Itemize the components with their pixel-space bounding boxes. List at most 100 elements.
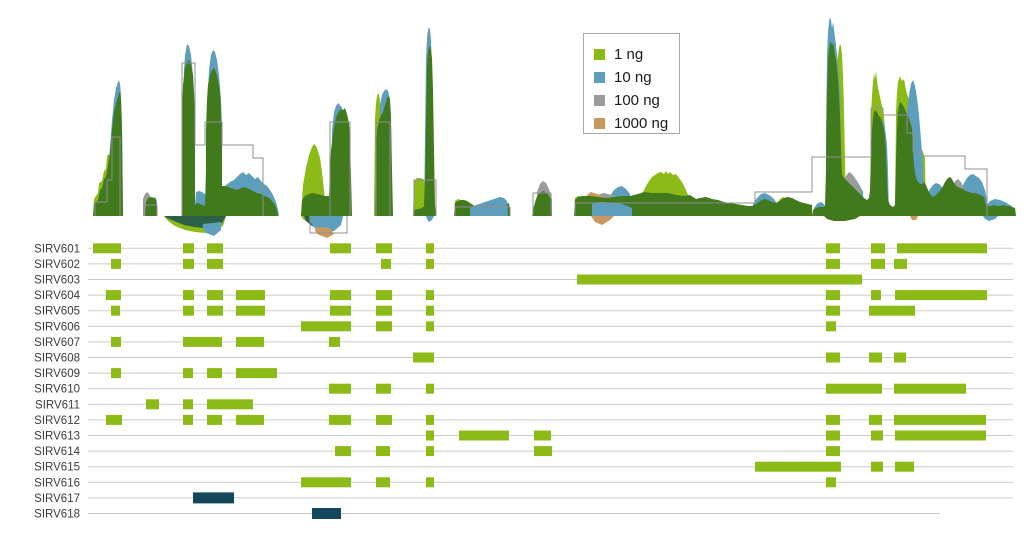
exon-sirv614: [335, 446, 351, 457]
legend-label-100ng: 100 ng: [614, 92, 660, 109]
exon-sirv614: [376, 446, 390, 457]
exon-sirv604: [826, 290, 840, 301]
exon-sirv606: [376, 321, 392, 332]
coverage-area-overlap: [413, 46, 436, 216]
exon-sirv605: [869, 305, 915, 316]
exon-sirv612: [826, 414, 840, 425]
annotation-union-outline: [309, 216, 348, 234]
exon-sirv601: [376, 243, 392, 254]
coverage-area-overlap: [145, 197, 157, 216]
legend-label-1ng: 1 ng: [614, 46, 644, 63]
transcript-label-sirv607: SIRV607: [34, 337, 80, 349]
exon-sirv612: [106, 414, 122, 425]
legend-item-100ng: 100 ng: [594, 89, 679, 112]
exon-sirv604: [106, 290, 121, 301]
coverage-area-1-ng: [413, 178, 426, 216]
exon-sirv612: [869, 414, 882, 425]
annotation-union-outline: [143, 204, 158, 216]
exon-sirv610: [426, 383, 434, 394]
exon-sirv615: [755, 461, 841, 472]
legend-label-10ng: 10 ng: [614, 69, 652, 86]
below-baseline-coverage-10-ng: [203, 222, 221, 236]
exon-sirv604: [207, 290, 223, 301]
exon-sirv601: [207, 243, 223, 254]
exon-sirv610: [894, 383, 966, 394]
annotation-union-outline: [413, 179, 437, 216]
exon-sirv614: [826, 446, 840, 457]
exon-sirv611: [207, 399, 253, 410]
exon-sirv614: [534, 446, 552, 457]
exon-sirv608: [413, 352, 434, 363]
below-baseline-coverage-1000-ng: [910, 216, 918, 220]
exon-sirv615: [871, 461, 883, 472]
transcript-label-sirv609: SIRV609: [34, 368, 80, 380]
below-baseline-coverage-10-ng: [426, 216, 434, 222]
exon-sirv602: [183, 258, 194, 269]
exon-sirv615: [895, 461, 914, 472]
exon-sirv602: [826, 258, 840, 269]
transcript-label-sirv606: SIRV606: [34, 321, 80, 333]
exon-sirv609: [183, 368, 193, 379]
exon-sirv603: [577, 274, 862, 285]
exon-sirv613: [895, 430, 986, 441]
exon-sirv605: [236, 305, 265, 316]
legend-item-1000ng: 1000 ng: [594, 112, 679, 135]
exon-sirv612: [426, 414, 434, 425]
exon-sirv612: [329, 414, 351, 425]
exon-sirv608: [826, 352, 840, 363]
exon-sirv609: [207, 368, 222, 379]
exon-sirv608: [869, 352, 882, 363]
exon-sirv607: [111, 336, 121, 347]
coverage-area-overlap: [182, 60, 278, 216]
exon-sirv602: [381, 258, 391, 269]
exon-sirv613: [826, 430, 840, 441]
exon-sirv604: [426, 290, 434, 301]
exon-sirv605: [376, 305, 392, 316]
annotation-union-outline: [454, 206, 511, 216]
exon-sirv601: [330, 243, 351, 254]
coverage-area-overlap: [574, 192, 812, 216]
exon-sirv604: [871, 290, 881, 301]
exon-sirv601: [897, 243, 987, 254]
exon-sirv618: [312, 508, 341, 519]
transcript-label-sirv608: SIRV608: [34, 353, 80, 365]
legend-swatch-1ng-icon: [594, 49, 605, 60]
legend-swatch-1000ng-icon: [594, 118, 605, 129]
exon-sirv616: [426, 477, 434, 488]
transcript-label-sirv617: SIRV617: [34, 493, 80, 505]
coverage-area-overlap: [93, 92, 123, 216]
exon-sirv606: [826, 321, 836, 332]
exon-sirv616: [826, 477, 836, 488]
exon-sirv605: [207, 305, 223, 316]
legend: 1 ng 10 ng 100 ng 1000 ng: [583, 33, 680, 134]
transcript-label-sirv603: SIRV603: [34, 275, 80, 287]
exon-sirv601: [871, 243, 885, 254]
below-baseline-coverage-10-ng: [983, 216, 998, 221]
exon-sirv605: [183, 305, 194, 316]
exon-sirv604: [236, 290, 265, 301]
coverage-area-overlap: [301, 108, 352, 216]
exon-sirv605: [330, 305, 351, 316]
legend-swatch-10ng-icon: [594, 72, 605, 83]
exon-sirv616: [376, 477, 390, 488]
legend-item-1ng: 1 ng: [594, 43, 679, 66]
transcript-label-sirv615: SIRV615: [34, 462, 80, 474]
exon-sirv607: [329, 336, 340, 347]
exon-sirv602: [426, 258, 434, 269]
annotation-union-outline: [532, 192, 552, 216]
exon-sirv612: [236, 414, 264, 425]
exon-sirv601: [426, 243, 434, 254]
exon-sirv612: [894, 414, 986, 425]
legend-item-10ng: 10 ng: [594, 66, 679, 89]
transcript-label-sirv616: SIRV616: [34, 477, 80, 489]
annotation-union-outline: [329, 121, 351, 216]
exon-sirv602: [871, 258, 885, 269]
exon-sirv610: [826, 383, 882, 394]
below-baseline-coverage-overlap: [824, 216, 860, 221]
exon-sirv616: [301, 477, 351, 488]
exon-sirv604: [376, 290, 392, 301]
exon-sirv613: [534, 430, 551, 441]
transcript-label-sirv601: SIRV601: [34, 243, 80, 255]
exon-sirv604: [330, 290, 351, 301]
